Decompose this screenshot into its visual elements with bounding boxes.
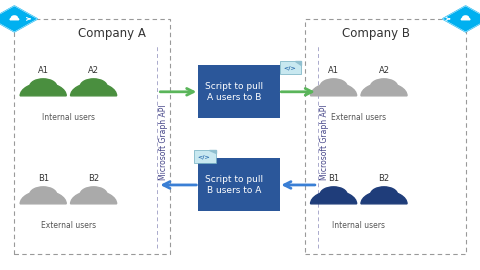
Text: Company B: Company B <box>342 27 409 40</box>
Text: A1: A1 <box>38 66 48 75</box>
Text: </>: </> <box>284 66 296 70</box>
Text: Internal users: Internal users <box>332 221 385 230</box>
Text: Script to pull
A users to B: Script to pull A users to B <box>205 82 263 102</box>
Text: Microsoft Graph API: Microsoft Graph API <box>320 104 329 180</box>
Text: A2: A2 <box>88 66 99 75</box>
Text: B2: B2 <box>88 174 99 183</box>
Wedge shape <box>361 83 407 96</box>
Circle shape <box>80 79 107 94</box>
Text: B1: B1 <box>328 174 339 183</box>
Wedge shape <box>71 83 117 96</box>
Text: B2: B2 <box>378 174 390 183</box>
Polygon shape <box>295 61 301 65</box>
Text: Script to pull
B users to A: Script to pull B users to A <box>205 175 263 195</box>
Polygon shape <box>0 6 37 32</box>
Wedge shape <box>20 191 66 204</box>
Wedge shape <box>71 191 117 204</box>
Circle shape <box>320 79 347 94</box>
Wedge shape <box>361 191 407 204</box>
Text: Internal users: Internal users <box>42 113 95 122</box>
Circle shape <box>30 79 57 94</box>
Wedge shape <box>311 191 357 204</box>
Wedge shape <box>10 17 19 20</box>
Text: Microsoft Graph API: Microsoft Graph API <box>159 104 168 180</box>
Text: External users: External users <box>41 221 96 230</box>
Wedge shape <box>461 17 470 20</box>
Circle shape <box>30 187 57 202</box>
Text: A2: A2 <box>379 66 389 75</box>
Text: External users: External users <box>331 113 386 122</box>
Circle shape <box>80 187 107 202</box>
Text: B1: B1 <box>37 174 49 183</box>
Circle shape <box>371 79 397 94</box>
FancyBboxPatch shape <box>280 61 301 74</box>
Wedge shape <box>311 83 357 96</box>
Polygon shape <box>209 150 216 153</box>
Text: A1: A1 <box>328 66 339 75</box>
Circle shape <box>320 187 347 202</box>
Text: </>: </> <box>198 154 210 159</box>
Text: Company A: Company A <box>78 27 145 40</box>
FancyBboxPatch shape <box>194 150 216 163</box>
Circle shape <box>463 16 468 19</box>
Wedge shape <box>20 83 66 96</box>
FancyBboxPatch shape <box>198 65 280 118</box>
Polygon shape <box>443 6 480 32</box>
Circle shape <box>371 187 397 202</box>
Circle shape <box>12 16 17 19</box>
FancyBboxPatch shape <box>198 158 280 211</box>
